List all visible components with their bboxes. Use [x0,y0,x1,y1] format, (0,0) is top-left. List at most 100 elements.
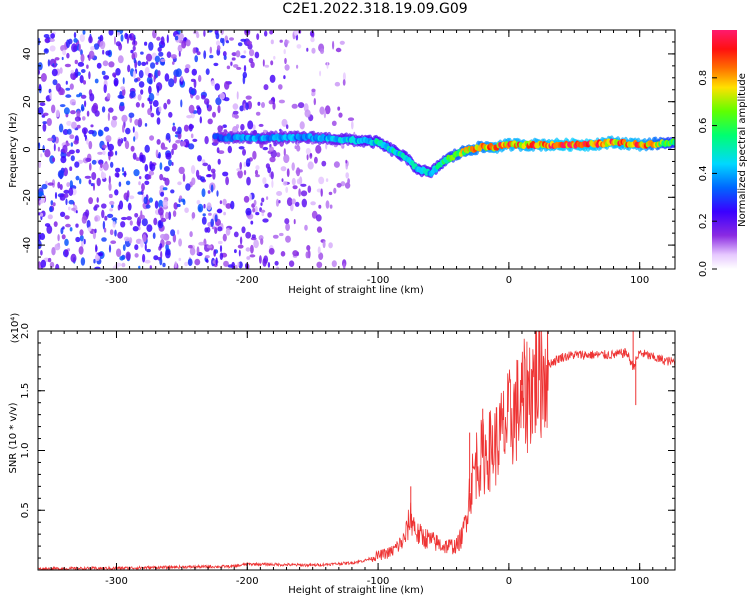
noise-speck [319,106,325,115]
noise-speck [41,183,48,190]
noise-speck [159,162,163,171]
noise-speck [239,105,244,112]
noise-speck [148,170,155,176]
noise-speck [291,103,298,109]
noise-speck [197,155,202,162]
noise-speck [172,61,175,65]
noise-speck [90,46,95,51]
noise-speck [316,261,323,268]
noise-speck [162,177,167,182]
noise-speck [190,165,196,174]
noise-speck [148,85,152,95]
noise-speck [82,116,86,121]
noise-speck [226,40,229,44]
noise-speck [61,56,64,61]
y-tick-label: 1.0 [20,443,31,459]
noise-speck [93,43,100,50]
noise-speck [119,101,125,107]
noise-speck [177,44,183,53]
noise-speck [104,215,108,221]
noise-speck [47,214,53,220]
noise-speck [305,251,310,259]
noise-speck [135,157,140,162]
noise-speck [157,47,162,52]
noise-speck [236,66,242,70]
noise-speck [70,253,77,263]
noise-speck [140,51,144,55]
noise-speck [134,131,139,140]
noise-speck [152,100,159,107]
noise-speck [239,162,242,170]
noise-speck [39,199,44,204]
noise-speck [108,244,112,253]
noise-speck [182,173,186,182]
noise-speck [202,162,209,167]
noise-speck [77,61,85,67]
noise-speck [65,198,68,206]
noise-speck [97,151,103,155]
noise-speck [53,143,56,152]
noise-speck [264,64,270,68]
noise-speck [222,51,227,57]
noise-speck [196,246,200,255]
noise-speck [103,227,107,233]
noise-speck [165,211,169,220]
noise-speck [70,142,74,147]
noise-speck [88,197,93,205]
noise-speck [196,32,200,39]
noise-speck [168,211,172,220]
noise-speck [55,109,60,118]
noise-speck [270,171,274,180]
y-tick-label: -20 [22,189,33,205]
snr-ylabel: SNR (10 * v/v) [8,402,19,473]
noise-speck [262,258,267,267]
noise-speck [98,252,104,257]
noise-speck [102,220,106,230]
noise-speck [319,70,322,77]
noise-speck [224,81,230,90]
noise-speck [105,50,111,56]
noise-speck [134,253,139,258]
noise-speck [154,55,160,63]
noise-speck [80,257,86,266]
noise-speck [55,83,62,92]
noise-speck [226,65,231,70]
noise-speck [101,106,106,113]
noise-speck [172,210,177,218]
noise-speck [121,262,126,268]
noise-speck [147,108,152,116]
noise-speck [204,255,210,259]
noise-speck [52,157,56,163]
noise-speck [44,149,51,158]
noise-speck [342,79,346,86]
noise-speck [185,39,191,47]
noise-speck [76,124,81,129]
noise-speck [121,114,128,123]
noise-speck [315,144,322,154]
noise-speck [64,249,69,256]
noise-speck [86,64,89,69]
noise-speck [176,229,180,235]
noise-speck [231,57,236,61]
noise-speck [283,49,286,55]
noise-speck [252,207,256,213]
noise-speck [65,142,70,147]
noise-speck [271,179,274,188]
noise-speck [148,73,152,77]
noise-speck [309,153,313,157]
noise-speck [222,38,225,47]
noise-speck [262,146,269,151]
noise-speck [60,211,66,217]
noise-speck [304,109,311,118]
noise-speck [285,235,291,243]
noise-speck [260,238,264,245]
noise-speck [54,59,57,67]
noise-speck [120,221,126,228]
noise-speck [206,174,212,178]
noise-speck [211,226,216,230]
noise-speck [139,176,142,180]
noise-speck [261,102,265,108]
noise-speck [280,166,287,172]
noise-speck [59,104,66,108]
noise-speck [215,40,221,46]
